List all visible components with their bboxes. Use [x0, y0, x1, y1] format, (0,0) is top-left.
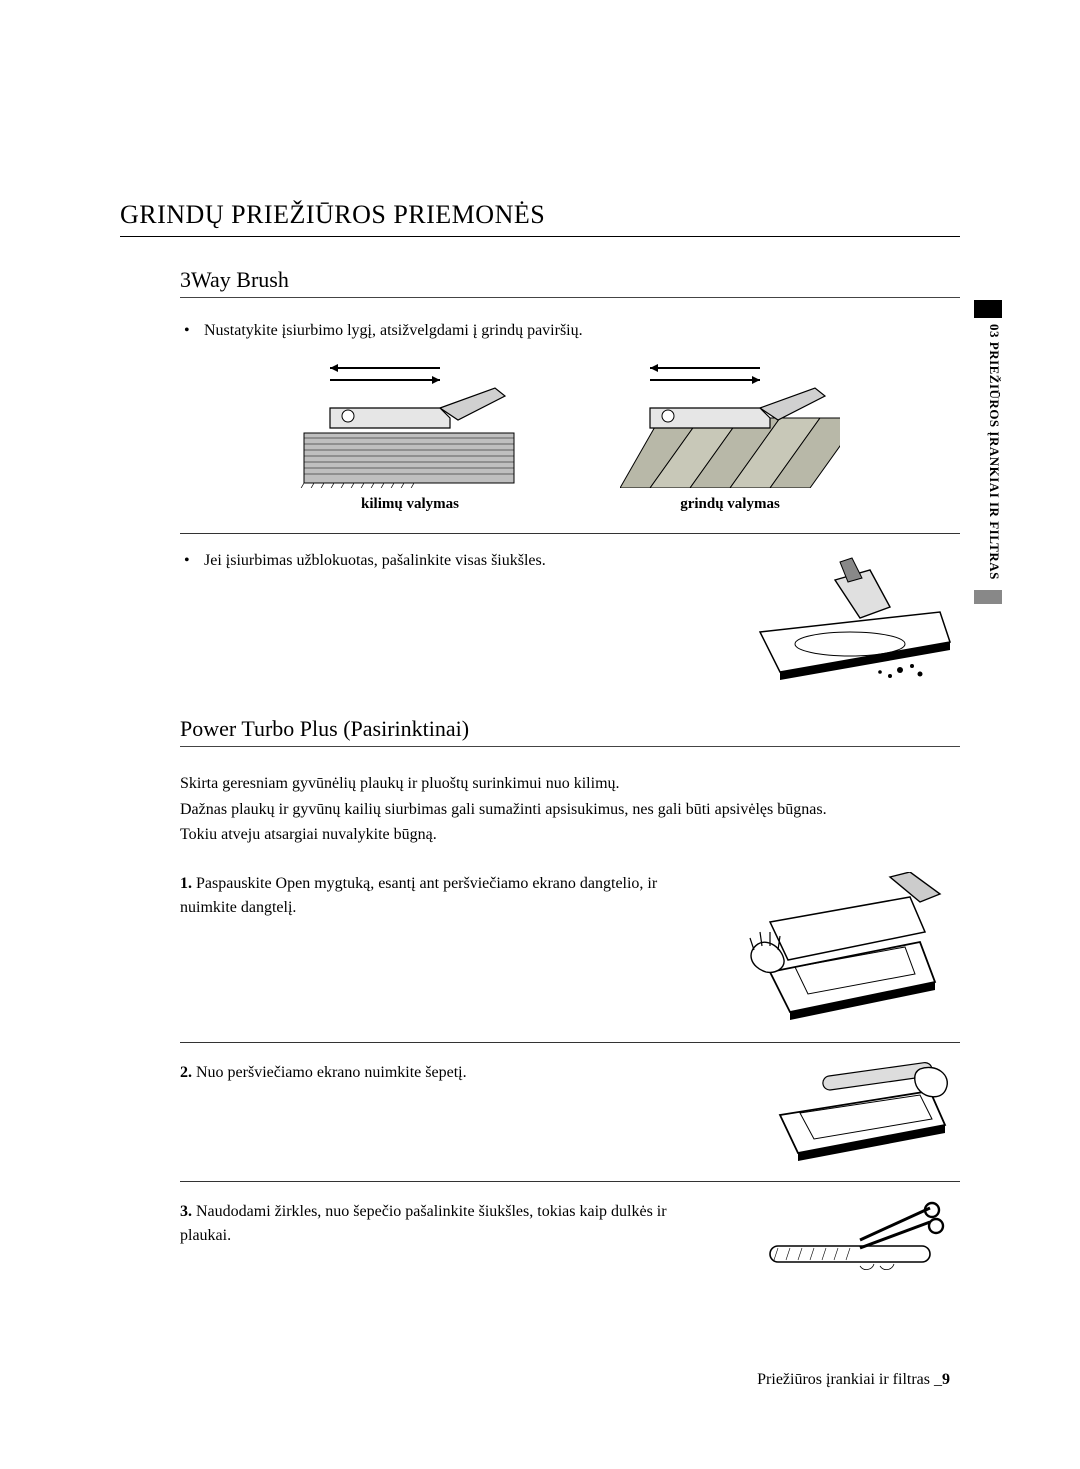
- divider: [180, 1181, 960, 1182]
- carpet-cleaning-illustration: [300, 358, 520, 488]
- page-number: 9: [942, 1371, 950, 1388]
- caption-floor: grindų valymas: [620, 496, 840, 513]
- caption-carpet: kilimų valymas: [300, 496, 520, 513]
- remove-debris-illustration: [740, 552, 960, 692]
- divider: [180, 533, 960, 534]
- turbo-intro: Skirta geresniam gyvūnėlių plaukų ir plu…: [180, 771, 960, 848]
- figure-carpet: kilimų valymas: [300, 358, 520, 513]
- step2-illustration: [760, 1061, 960, 1161]
- section-title: GRINDŲ PRIEŽIŪROS PRIEMONĖS: [120, 200, 960, 237]
- step-3: 3. Naudodami žirkles, nuo šepečio pašali…: [180, 1200, 720, 1248]
- step3-illustration: [760, 1200, 960, 1280]
- step-2-text: Nuo peršviečiamo ekrano nuimkite šepetį.: [192, 1064, 467, 1081]
- step1-illustration: [740, 872, 960, 1022]
- footer-text: Priežiūros įrankiai ir filtras _: [757, 1371, 942, 1388]
- step-3-text: Naudodami žirkles, nuo šepečio pašalinki…: [180, 1203, 667, 1244]
- page-footer: Priežiūros įrankiai ir filtras _9: [757, 1371, 950, 1389]
- step-1: 1. Paspauskite Open mygtuką, esantį ant …: [180, 872, 700, 920]
- subsection-3way-title: 3Way Brush: [180, 267, 960, 298]
- step-1-num: 1.: [180, 875, 192, 892]
- figure-floor: grindų valymas: [620, 358, 840, 513]
- step-2-num: 2.: [180, 1064, 192, 1081]
- bullet-blocked-suction: Jei įsiurbimas užblokuotas, pašalinkite …: [180, 552, 710, 570]
- divider: [180, 1042, 960, 1043]
- floor-cleaning-illustration: [620, 358, 840, 488]
- step-2: 2. Nuo peršviečiamo ekrano nuimkite šepe…: [180, 1061, 720, 1085]
- figure-row-brush-modes: kilimų valymas: [180, 358, 960, 513]
- subsection-turbo-title: Power Turbo Plus (Pasirinktinai): [180, 716, 960, 747]
- step-1-text: Paspauskite Open mygtuką, esantį ant per…: [180, 875, 657, 916]
- step-3-num: 3.: [180, 1203, 192, 1220]
- bullet-suction-level: Nustatykite įsiurbimo lygį, atsižvelgdam…: [180, 322, 960, 340]
